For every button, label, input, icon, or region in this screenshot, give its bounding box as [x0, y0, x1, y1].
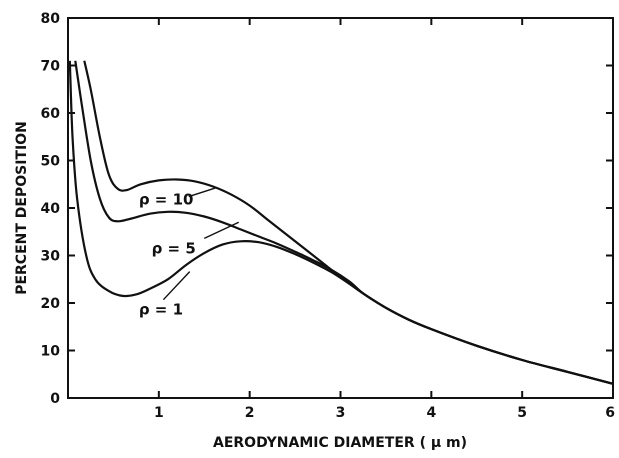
series-line-rho-5: [74, 60, 614, 385]
plot-frame: [67, 17, 614, 399]
label-rho-10: ρ = 10: [139, 191, 194, 209]
x-tick-label: 4: [426, 405, 436, 421]
series-line-rho-10: [83, 60, 614, 385]
series-annotations: ρ = 10 ρ = 5 ρ = 1: [139, 187, 240, 318]
x-axis-title: AERODYNAMIC DIAMETER ( μ m): [213, 435, 467, 451]
label-rho-5-leader: [203, 221, 240, 240]
y-tick-label: 40: [41, 201, 61, 217]
y-tick-label: 0: [50, 391, 60, 407]
y-tick-label: 30: [41, 249, 61, 265]
series-line-rho-1: [68, 60, 614, 385]
y-axis-ticks: 0 10 20 30 40 50 60 70 80: [41, 11, 613, 407]
label-rho-1: ρ = 1: [139, 300, 183, 318]
y-tick-label: 60: [41, 106, 61, 122]
x-axis-ticks: 1 2 3 4 5 6: [154, 18, 615, 421]
label-rho-1-leader: [162, 271, 191, 301]
y-tick-label: 10: [41, 344, 61, 360]
x-tick-label: 5: [517, 405, 527, 421]
y-tick-label: 50: [41, 154, 61, 170]
series-curves: [68, 60, 614, 385]
x-tick-label: 6: [605, 405, 615, 421]
y-tick-label: 70: [41, 59, 61, 75]
x-tick-label: 2: [245, 405, 255, 421]
y-tick-label: 80: [41, 11, 61, 27]
label-rho-10-leader: [188, 187, 216, 198]
y-tick-label: 20: [41, 296, 61, 312]
x-tick-label: 3: [336, 405, 346, 421]
label-rho-5: ρ = 5: [152, 240, 196, 258]
y-axis-title: PERCENT DEPOSITION: [14, 121, 30, 295]
x-tick-label: 1: [154, 405, 164, 421]
